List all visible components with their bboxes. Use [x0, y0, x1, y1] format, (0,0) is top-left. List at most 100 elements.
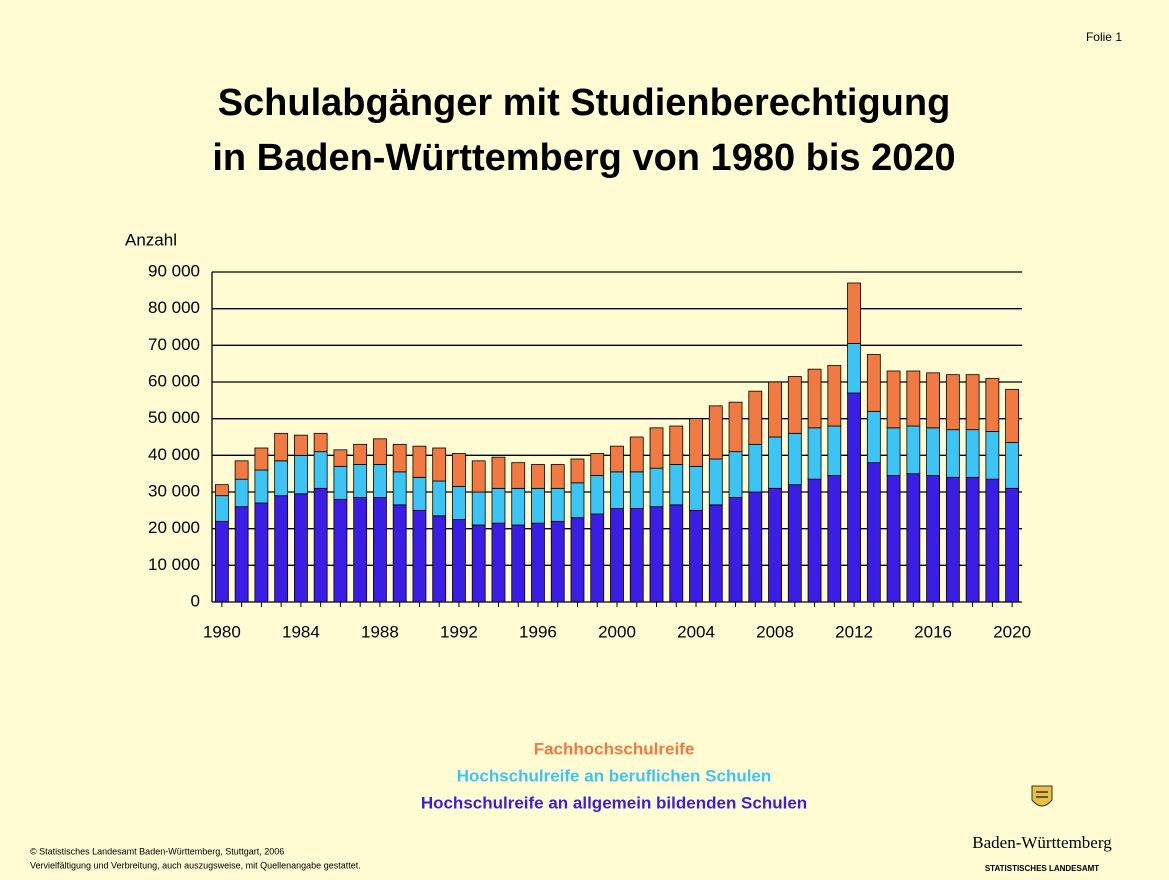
- bar-segment: [689, 465, 703, 511]
- x-tick-label: 2020: [993, 622, 1031, 641]
- slide-label: Folie 1: [1086, 30, 1122, 44]
- y-tick-label: 30 000: [148, 481, 200, 500]
- legend-label: Fachhochschulreife: [534, 739, 695, 758]
- legend-label: Hochschulreife an beruflichen Schulen: [457, 766, 772, 785]
- bar-segment: [649, 467, 664, 508]
- bar-segment: [274, 460, 289, 497]
- bar-segment: [906, 370, 921, 427]
- bar-segment: [570, 482, 585, 519]
- bar-segment: [985, 478, 1000, 603]
- bar-segment: [748, 390, 763, 445]
- y-tick-label: 0: [191, 591, 200, 610]
- bar-segment: [768, 436, 782, 489]
- bar-segment: [610, 471, 624, 509]
- bar-segment: [669, 504, 684, 603]
- bar-segment: [511, 487, 526, 526]
- bar-segment: [491, 487, 506, 524]
- bar-segment: [629, 471, 644, 509]
- bar-segment: [491, 456, 506, 489]
- bar-segment: [392, 443, 407, 473]
- bar-segment: [886, 370, 901, 429]
- bar-segment: [748, 443, 763, 493]
- bar-segment: [570, 517, 585, 603]
- bar-segment: [254, 469, 269, 504]
- bar-segment: [471, 460, 486, 493]
- bar-segment: [373, 497, 387, 603]
- footer: Vervielfältigung und Verbreitung, auch a…: [30, 860, 361, 870]
- bar-segment: [511, 462, 526, 489]
- bar-segment: [531, 464, 545, 489]
- y-tick-label: 40 000: [148, 445, 200, 464]
- bar-segment: [847, 343, 861, 394]
- bar-segment: [1005, 388, 1020, 443]
- bar-segment: [728, 401, 743, 453]
- x-tick-label: 1992: [440, 622, 478, 641]
- x-tick-label: 1988: [361, 622, 399, 641]
- bar-segment: [412, 509, 427, 603]
- bar-segment: [945, 476, 960, 603]
- bar-segment: [590, 453, 605, 476]
- bar-segment: [906, 473, 921, 603]
- bar-segment: [886, 427, 901, 476]
- bar-segment: [728, 497, 743, 603]
- bar-segment: [866, 462, 881, 603]
- bar-segment: [610, 445, 624, 473]
- bar-segment: [965, 374, 980, 431]
- bar-segment: [847, 392, 861, 603]
- bar-segment: [787, 432, 802, 486]
- bar-segment: [234, 478, 249, 508]
- bar-segment: [531, 522, 545, 603]
- bar-segment: [570, 458, 585, 484]
- bar-segment: [1005, 487, 1020, 603]
- bar-segment: [511, 524, 526, 603]
- bar-segment: [333, 449, 348, 467]
- bar-segment: [669, 464, 684, 506]
- y-tick-label: 50 000: [148, 408, 200, 427]
- bar-segment: [807, 478, 822, 603]
- bar-segment: [432, 515, 447, 603]
- bar-segment: [274, 432, 289, 462]
- bar-segment: [945, 374, 960, 431]
- bar-segment: [353, 464, 368, 498]
- bar-segment: [274, 495, 289, 603]
- bar-segment: [452, 453, 466, 487]
- logo-name: Baden-Württemberg: [972, 833, 1112, 852]
- bar-segment: [452, 486, 466, 520]
- bar-segment: [392, 504, 407, 603]
- bar-segment: [926, 427, 940, 476]
- bar-segment: [985, 431, 1000, 480]
- bar-segment: [590, 513, 605, 603]
- bar-segment: [1005, 442, 1020, 489]
- bar-segment: [333, 465, 348, 500]
- bar-segment: [827, 365, 842, 427]
- bar-segment: [234, 460, 249, 480]
- x-tick-label: 1996: [519, 622, 557, 641]
- bar-segment: [965, 429, 980, 478]
- bar-segment: [353, 443, 368, 465]
- bar-segment: [728, 451, 743, 498]
- bar-segment: [748, 491, 763, 603]
- bar-segment: [333, 498, 348, 603]
- bar-segment: [294, 493, 308, 603]
- bar-segment: [392, 471, 407, 506]
- bar-segment: [945, 429, 960, 478]
- bar-segment: [768, 487, 782, 603]
- bar-segment: [432, 480, 447, 517]
- bar-segment: [313, 451, 328, 489]
- bar-segment: [827, 475, 842, 603]
- bar-segment: [629, 508, 644, 603]
- bar-segment: [708, 405, 723, 460]
- bar-segment: [294, 434, 308, 456]
- y-tick-label: 70 000: [148, 335, 200, 354]
- y-tick-label: 60 000: [148, 371, 200, 390]
- bar-segment: [590, 475, 605, 515]
- bar-segment: [708, 504, 723, 603]
- bar-segment: [649, 506, 664, 603]
- y-tick-label: 10 000: [148, 555, 200, 574]
- x-tick-label: 2004: [677, 622, 715, 641]
- bar-segment: [708, 458, 723, 506]
- bar-segment: [254, 502, 269, 603]
- bar-segment: [669, 425, 684, 465]
- bar-segment: [787, 376, 802, 434]
- bar-segment: [906, 425, 921, 475]
